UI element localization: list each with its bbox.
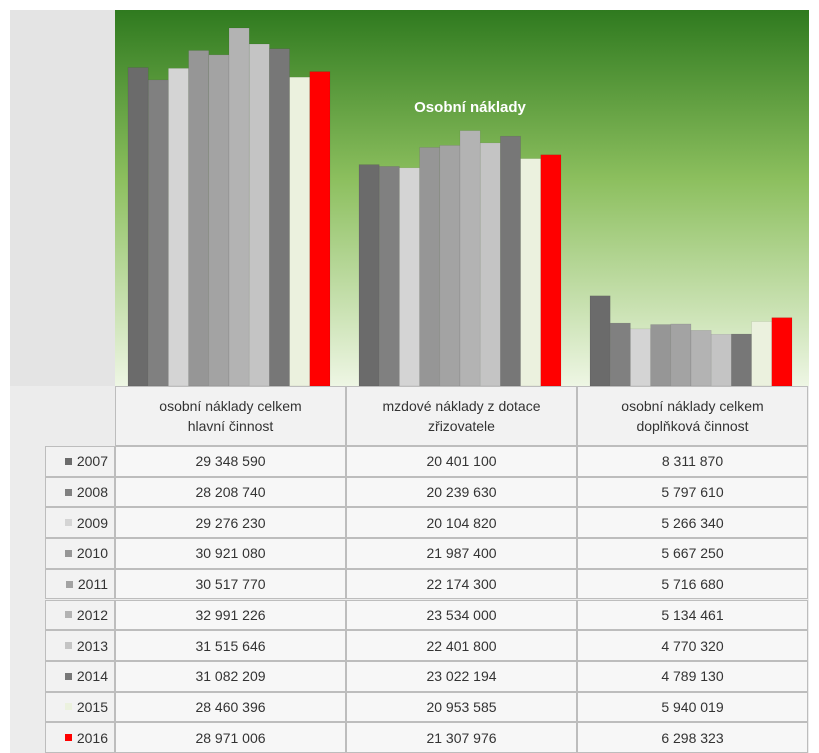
table-value: 28 971 006 <box>115 722 346 753</box>
bar <box>208 54 230 387</box>
table-value: 21 307 976 <box>346 722 577 753</box>
legend-label: 2010 <box>76 545 108 562</box>
legend-label: 2015 <box>76 698 108 715</box>
table-value: 29 348 590 <box>115 446 346 477</box>
legend-key <box>64 642 72 650</box>
bar <box>168 68 189 387</box>
bar <box>127 67 149 387</box>
legend-key <box>64 549 72 557</box>
legend-label: 2013 <box>76 637 108 654</box>
table-value: 22 174 300 <box>346 568 577 600</box>
table-value: 20 953 585 <box>346 691 577 723</box>
bar <box>500 135 521 387</box>
table-value: 5 266 340 <box>577 507 808 539</box>
table-value: 21 987 400 <box>346 538 577 569</box>
legend-entry: 2011 <box>45 568 115 600</box>
legend-entry: 2012 <box>45 599 115 631</box>
legend-entry: 2009 <box>45 507 115 539</box>
bar <box>378 166 400 387</box>
bar <box>609 322 631 387</box>
bar <box>358 164 380 387</box>
category-label: osobní náklady celkem doplňková činnost <box>577 386 808 446</box>
table-value: 23 534 000 <box>346 599 577 631</box>
bar <box>540 154 562 387</box>
bar <box>399 167 420 387</box>
table-value: 5 797 610 <box>577 476 808 508</box>
legend-key <box>64 703 72 711</box>
legend-label: 2011 <box>77 576 108 593</box>
legend-key <box>64 457 72 465</box>
legend-entry: 2016 <box>45 722 115 753</box>
table-value: 23 022 194 <box>346 660 577 692</box>
bar <box>479 142 501 387</box>
bar <box>771 317 793 387</box>
bar <box>650 324 672 387</box>
legend-entry: 2015 <box>45 691 115 723</box>
legend-label: 2007 <box>76 453 108 470</box>
category-label: osobní náklady celkem hlavní činnost <box>115 386 346 446</box>
bar <box>289 76 311 387</box>
table-value: 31 515 646 <box>115 630 346 661</box>
legend-key <box>64 519 72 527</box>
legend-label: 2008 <box>76 484 108 501</box>
bar <box>710 333 732 387</box>
table-value: 22 401 800 <box>346 630 577 661</box>
bar <box>269 48 290 387</box>
legend-key <box>64 611 72 619</box>
legend-entry: 2010 <box>45 538 115 569</box>
legend-label: 2009 <box>76 514 108 531</box>
bar <box>520 158 542 387</box>
legend-entry: 2014 <box>45 660 115 692</box>
bar <box>670 323 692 387</box>
legend-label: 2012 <box>76 606 108 623</box>
table-value: 32 991 226 <box>115 599 346 631</box>
bar <box>751 321 773 387</box>
bar <box>188 50 210 387</box>
bar <box>439 145 461 387</box>
legend-entry: 2007 <box>45 446 115 477</box>
legend-key <box>64 672 72 680</box>
bar <box>459 130 481 387</box>
table-value: 30 921 080 <box>115 538 346 569</box>
bar <box>228 27 250 387</box>
table-value: 4 770 320 <box>577 630 808 661</box>
bar <box>248 43 270 387</box>
table-value: 5 940 019 <box>577 691 808 723</box>
table-value: 6 298 323 <box>577 722 808 753</box>
legend-key <box>65 580 73 588</box>
table-value: 30 517 770 <box>115 568 346 600</box>
legend-key <box>64 734 72 742</box>
table-value: 4 789 130 <box>577 660 808 692</box>
left-panel <box>10 10 115 386</box>
table-value: 31 082 209 <box>115 660 346 692</box>
table-value: 20 239 630 <box>346 476 577 508</box>
legend-entry: 2013 <box>45 630 115 661</box>
table-value: 28 208 740 <box>115 476 346 508</box>
bar <box>147 79 169 387</box>
legend-label: 2014 <box>76 668 108 685</box>
chart-title: Osobní náklady <box>414 99 526 116</box>
table-value: 28 460 396 <box>115 691 346 723</box>
table-value: 5 134 461 <box>577 599 808 631</box>
bar <box>419 147 441 387</box>
table-value: 5 667 250 <box>577 538 808 569</box>
bar <box>630 328 651 387</box>
bar <box>731 333 752 387</box>
bar <box>690 330 712 387</box>
category-label: mzdové náklady z dotace zřizovatele <box>346 386 577 446</box>
legend-label: 2016 <box>76 729 108 746</box>
table-value: 29 276 230 <box>115 507 346 539</box>
legend-entry: 2008 <box>45 476 115 508</box>
bar <box>309 71 331 387</box>
legend-key <box>64 488 72 496</box>
table-value: 20 401 100 <box>346 446 577 477</box>
table-value: 8 311 870 <box>577 446 808 477</box>
table-value: 20 104 820 <box>346 507 577 539</box>
bar <box>589 295 611 387</box>
table-value: 5 716 680 <box>577 568 808 600</box>
